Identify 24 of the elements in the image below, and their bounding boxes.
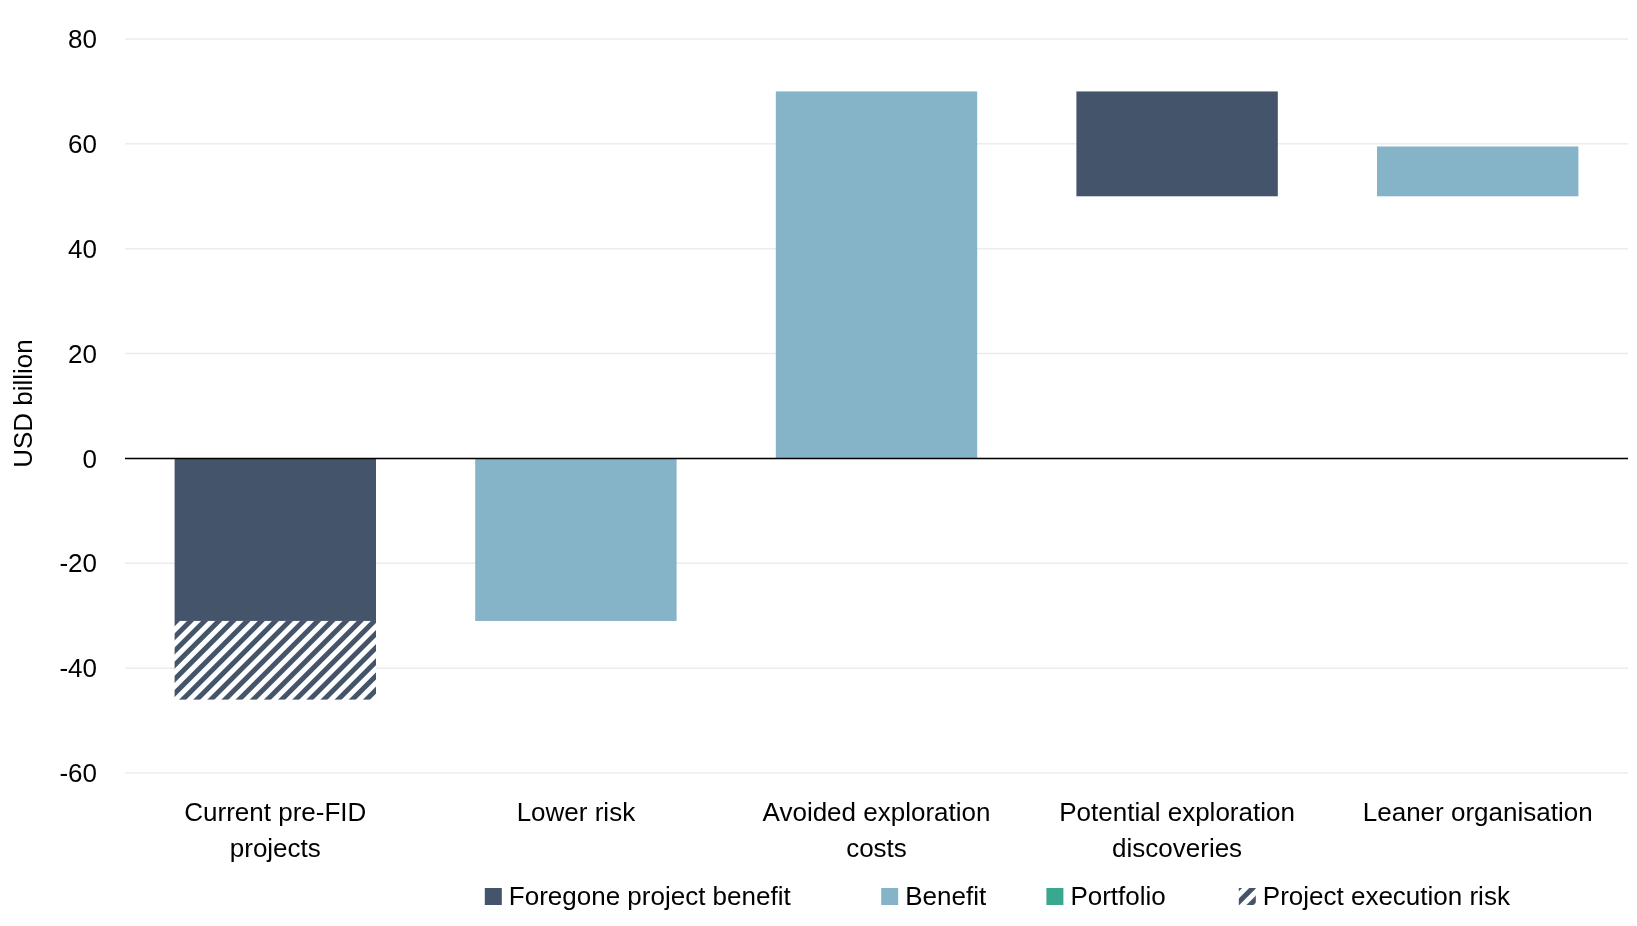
x-tick-label: Potential exploration discoveries bbox=[1059, 797, 1295, 863]
y-tick-label: -20 bbox=[59, 548, 97, 579]
bar bbox=[475, 458, 677, 621]
legend-label: Project execution risk bbox=[1262, 881, 1511, 911]
legend-label: Benefit bbox=[905, 881, 987, 911]
y-tick-label: 60 bbox=[68, 128, 97, 159]
y-tick-label: 80 bbox=[68, 24, 97, 55]
x-tick-label: Leaner organisation bbox=[1362, 797, 1593, 827]
x-tick-label: Lower risk bbox=[516, 797, 637, 827]
bar bbox=[174, 620, 376, 700]
legend-label: Foregone project benefit bbox=[508, 881, 792, 911]
y-tick-label: 0 bbox=[82, 443, 97, 474]
y-tick-label: -40 bbox=[59, 653, 97, 684]
x-tick-label: Avoided exploration costs bbox=[762, 797, 991, 863]
y-axis-title: USD billion bbox=[8, 339, 38, 468]
y-tick-label: -60 bbox=[59, 758, 97, 789]
x-tick-label: Current pre-FID projects bbox=[184, 797, 367, 863]
legend-label: Portfolio bbox=[1070, 881, 1166, 911]
y-tick-label: 40 bbox=[68, 233, 97, 264]
bar bbox=[775, 91, 978, 459]
bar bbox=[1377, 146, 1579, 197]
y-tick-label: 20 bbox=[68, 338, 97, 369]
bar bbox=[1076, 91, 1278, 197]
bar bbox=[174, 458, 376, 621]
